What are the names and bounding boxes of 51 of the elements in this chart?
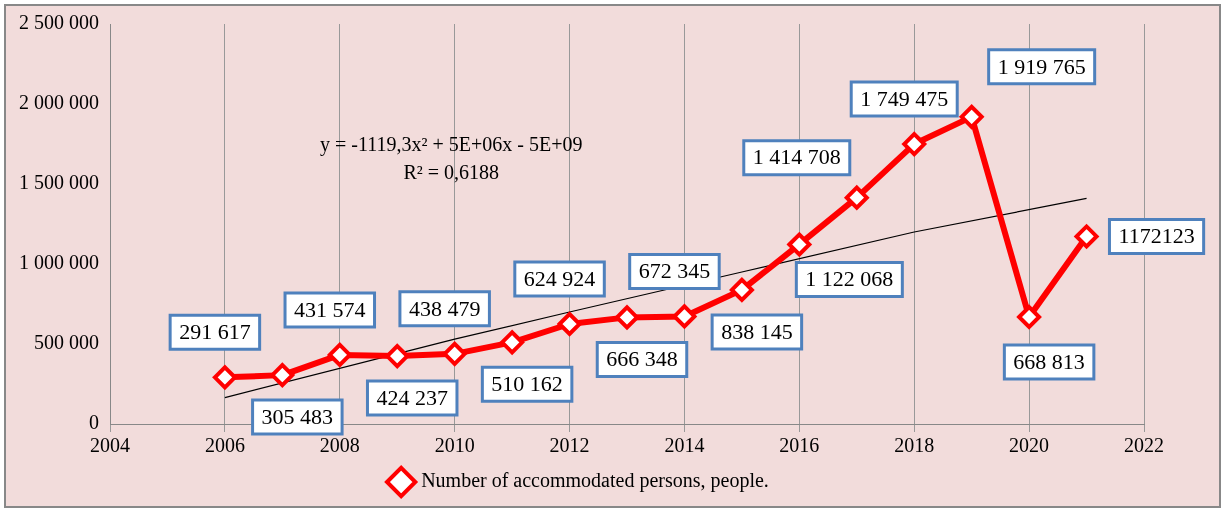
point xyxy=(902,132,927,157)
point xyxy=(729,277,754,302)
x-tick-label: 2014 xyxy=(664,434,705,457)
x-tick-label: 2020 xyxy=(1009,434,1050,457)
x-tick-label: 2022 xyxy=(1124,434,1164,457)
x-tick-label: 2010 xyxy=(434,434,475,457)
y-tick-label: 1 000 000 xyxy=(19,251,99,274)
data-label: 510 162 xyxy=(491,371,563,397)
data-label: 1 414 708 xyxy=(752,144,841,170)
data-label: 431 574 xyxy=(294,296,366,322)
data-label: 668 813 xyxy=(1013,348,1085,374)
data-label: 438 479 xyxy=(408,295,481,321)
y-tick-label: 0 xyxy=(89,411,99,434)
y-tick-label: 2 500 000 xyxy=(19,11,99,34)
data-label: 291 617 xyxy=(179,319,251,345)
point xyxy=(959,104,984,129)
y-tick-label: 500 000 xyxy=(34,331,99,354)
x-tick-label: 2012 xyxy=(549,434,590,457)
x-tick-label: 2004 xyxy=(90,434,130,457)
point xyxy=(385,344,410,369)
data-label: 1 122 068 xyxy=(805,266,894,292)
y-tick-label: 1 500 000 xyxy=(19,171,99,194)
y-tick-label: 2 000 000 xyxy=(19,91,99,114)
data-label: 666 348 xyxy=(606,346,678,372)
point xyxy=(787,232,812,257)
annotation: y = -1119,3x² + 5E+06x - 5E+09 xyxy=(320,133,583,157)
x-tick-label: 2008 xyxy=(319,434,360,457)
point xyxy=(672,304,697,329)
point xyxy=(212,365,237,390)
point xyxy=(442,341,467,366)
x-tick-label: 2018 xyxy=(894,434,935,457)
point xyxy=(1017,304,1042,329)
x-tick-label: 2016 xyxy=(779,434,820,457)
legend-label: Number of accommodated persons, people. xyxy=(421,469,769,493)
point xyxy=(327,342,352,367)
annotation: R² = 0,6188 xyxy=(403,161,500,184)
point xyxy=(500,330,525,355)
point xyxy=(557,312,582,337)
point xyxy=(270,363,295,388)
data-label: 672 345 xyxy=(638,258,711,284)
data-label: 624 924 xyxy=(523,265,596,291)
point xyxy=(1074,224,1099,249)
data-label: 1172123 xyxy=(1118,223,1195,249)
data-label: 305 483 xyxy=(261,403,334,429)
data-label: 424 237 xyxy=(376,384,448,410)
data-label: 838 145 xyxy=(721,318,793,344)
point xyxy=(844,185,869,210)
x-tick-label: 2006 xyxy=(204,434,245,457)
point xyxy=(615,305,639,330)
data-label: 1 919 765 xyxy=(997,53,1086,79)
data-label: 1 749 475 xyxy=(860,85,949,111)
